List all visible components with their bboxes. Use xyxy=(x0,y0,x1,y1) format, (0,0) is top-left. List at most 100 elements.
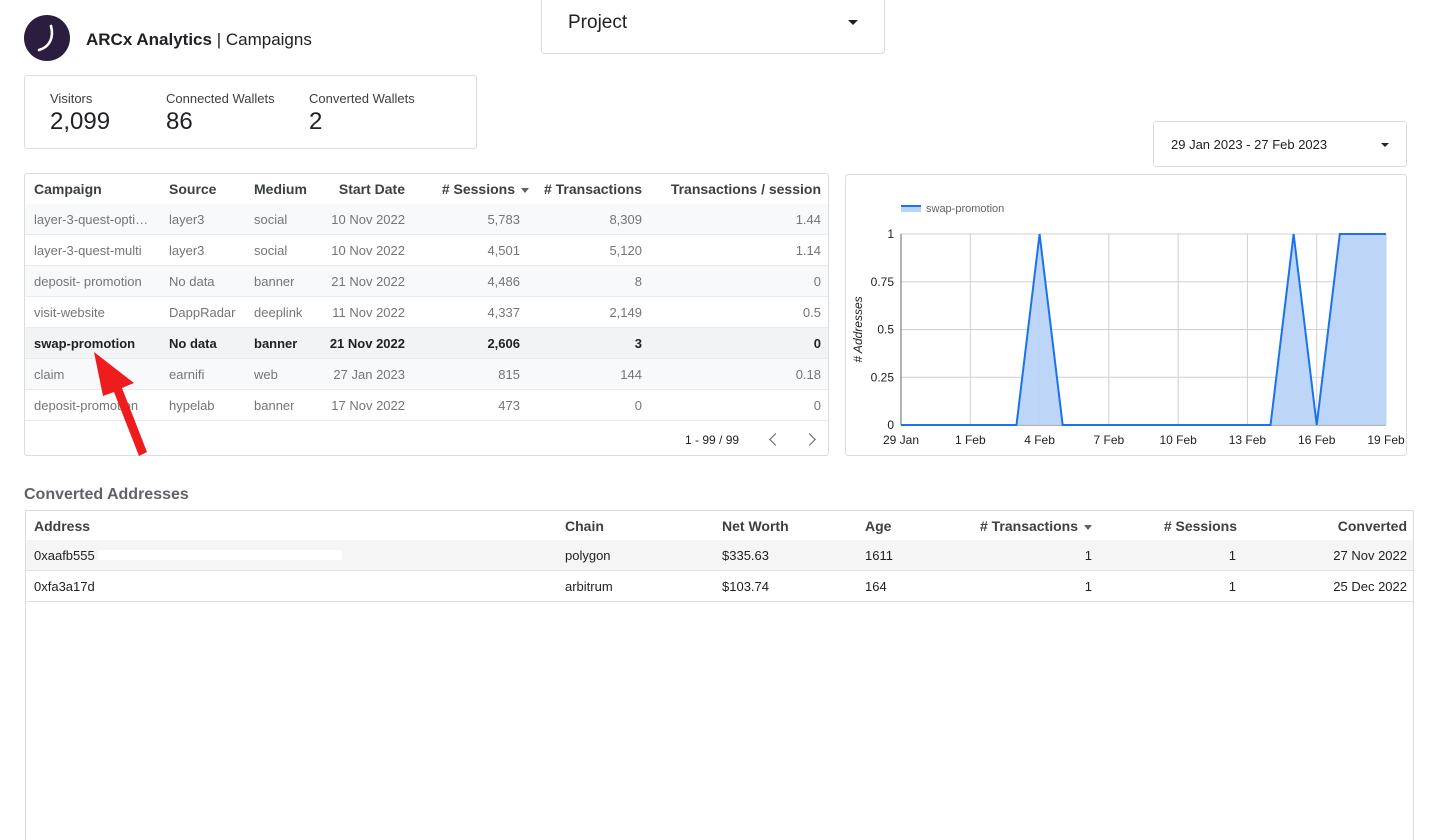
col-sessions[interactable]: # Sessions xyxy=(442,181,529,197)
y-tick-label: 0.25 xyxy=(871,370,895,384)
cell-age: 1611 xyxy=(865,548,893,563)
date-range-picker[interactable]: 29 Jan 2023 - 27 Feb 2023 xyxy=(1153,121,1407,167)
table-row[interactable]: layer-3-quest-multi layer3 social 10 Nov… xyxy=(25,235,828,266)
x-tick-label: 16 Feb xyxy=(1298,433,1336,447)
kpi-converted-wallets: Converted Wallets 2 xyxy=(309,91,415,136)
cell-transactions: 1 xyxy=(1084,579,1092,594)
cell-campaign: swap-promotion xyxy=(34,336,136,351)
kpi-value: 2 xyxy=(309,108,323,135)
cell-sessions: 2,606 xyxy=(487,336,520,351)
col-medium[interactable]: Medium xyxy=(254,181,307,197)
cell-start-date: 10 Nov 2022 xyxy=(331,243,405,258)
x-tick-label: 4 Feb xyxy=(1024,433,1055,447)
cell-transactions: 0 xyxy=(634,398,642,413)
date-range-label: 29 Jan 2023 - 27 Feb 2023 xyxy=(1171,137,1328,152)
chevron-down-icon xyxy=(1381,143,1389,147)
cell-campaign: claim xyxy=(34,367,65,382)
cell-transactions-per-session: 1.14 xyxy=(795,243,821,258)
chevron-left-icon[interactable] xyxy=(769,433,782,446)
legend-label: swap-promotion xyxy=(926,203,1004,215)
kpi-value: 2,099 xyxy=(50,108,111,135)
cell-medium: banner xyxy=(254,274,295,289)
logo-mark-icon xyxy=(37,24,54,52)
table-row[interactable]: 0xfa3a17d arbitrum $103.74 164 1 1 25 De… xyxy=(26,571,1413,602)
cell-sessions: 4,337 xyxy=(487,305,520,320)
cell-net-worth: $335.63 xyxy=(722,548,769,563)
cell-medium: web xyxy=(254,367,278,382)
cell-medium: banner xyxy=(254,336,298,351)
x-tick-label: 10 Feb xyxy=(1159,433,1197,447)
col-converted[interactable]: Converted xyxy=(1337,518,1407,534)
brand-name: ARCx Analytics xyxy=(86,30,212,49)
page-name: Campaigns xyxy=(225,30,312,49)
conversions-chart: 0 0.25 0.5 0.75 1 29 Jan 1 Feb 4 Feb 7 Feb 10 Feb… xyxy=(845,174,1407,456)
cell-chain: arbitrum xyxy=(565,579,613,594)
cell-source: earnifi xyxy=(169,367,205,382)
col-transactions[interactable]: # Transactions xyxy=(543,181,642,197)
kpi-scorecards: Visitors 2,099 Connected Wallets 86 Conv… xyxy=(24,75,477,149)
table-header: Address Chain Net Worth Age # Transactio… xyxy=(26,511,1413,541)
cell-transactions-per-session: 1.44 xyxy=(795,212,821,227)
cell-sessions: 815 xyxy=(498,367,520,382)
col-transactions-label: # Transactions xyxy=(979,518,1078,534)
converted-addresses-table: Address Chain Net Worth Age # Transactio… xyxy=(25,510,1414,840)
kpi-label: Converted Wallets xyxy=(309,91,415,106)
col-start-date[interactable]: Start Date xyxy=(338,181,405,197)
cell-transactions: 1 xyxy=(1084,548,1092,563)
x-tick-label: 19 Feb xyxy=(1367,433,1405,447)
cell-source: layer3 xyxy=(169,243,205,258)
col-transactions[interactable]: # Transactions xyxy=(980,518,1092,534)
cell-medium: banner xyxy=(254,398,295,413)
cell-start-date: 21 Nov 2022 xyxy=(329,336,405,351)
cell-campaign: layer-3-quest-opti… xyxy=(34,212,149,227)
col-sessions-label: # Sessions xyxy=(441,181,515,197)
cell-medium: social xyxy=(254,212,288,227)
kpi-label: Connected Wallets xyxy=(166,91,275,106)
table-row-selected[interactable]: swap-promotion No data banner 21 Nov 202… xyxy=(25,328,828,359)
col-transactions-per-session[interactable]: Transactions / session xyxy=(670,181,821,197)
cell-sessions: 473 xyxy=(498,398,520,413)
col-address[interactable]: Address xyxy=(34,518,91,534)
legend-swatch xyxy=(901,205,921,212)
cell-chain: polygon xyxy=(565,548,611,563)
col-source[interactable]: Source xyxy=(169,181,217,197)
cell-transactions: 2,149 xyxy=(609,305,642,320)
cell-campaign: deposit-promotion xyxy=(34,398,139,413)
table-row[interactable]: deposit- promotion No data banner 21 Nov… xyxy=(25,266,828,297)
table-row[interactable]: claim earnifi web 27 Jan 2023 815 144 0.… xyxy=(25,359,828,390)
cell-transactions-per-session: 0.5 xyxy=(802,305,821,320)
table-row[interactable]: 0xaafb555 polygon $335.63 1611 1 1 27 No… xyxy=(26,540,1413,571)
cell-transactions-per-session: 0.18 xyxy=(795,367,821,382)
y-tick-label: 0.5 xyxy=(877,323,894,337)
x-tick-label: 13 Feb xyxy=(1229,433,1267,447)
col-net-worth[interactable]: Net Worth xyxy=(722,518,789,534)
col-age[interactable]: Age xyxy=(865,518,892,534)
col-chain[interactable]: Chain xyxy=(565,518,604,534)
table-row[interactable]: layer-3-quest-opti… layer3 social 10 Nov… xyxy=(25,204,828,235)
x-tick-label: 7 Feb xyxy=(1094,433,1125,447)
cell-source: No data xyxy=(169,336,217,351)
sort-desc-icon xyxy=(521,187,529,193)
app-title: ARCx Analytics | Campaigns xyxy=(86,30,312,49)
col-campaign[interactable]: Campaign xyxy=(34,181,102,197)
cell-transactions-per-session: 0 xyxy=(813,274,821,289)
cell-address: 0xfa3a17d xyxy=(34,579,95,594)
cell-start-date: 27 Jan 2023 xyxy=(333,367,405,382)
cell-transactions-per-session: 0 xyxy=(813,398,821,413)
project-dropdown[interactable]: Project xyxy=(541,0,885,54)
table-row[interactable]: visit-website DappRadar deeplink 11 Nov … xyxy=(25,297,828,328)
col-sessions[interactable]: # Sessions xyxy=(1163,518,1237,534)
cell-address: 0xaafb555 xyxy=(34,548,95,563)
cell-converted: 27 Nov 2022 xyxy=(1333,548,1407,563)
pagination-label: 1 - 99 / 99 xyxy=(685,433,740,447)
cell-source: DappRadar xyxy=(169,305,236,320)
cell-sessions: 1 xyxy=(1228,548,1236,563)
table-row[interactable]: deposit-promotion hypelab banner 17 Nov … xyxy=(25,390,828,421)
cell-transactions: 144 xyxy=(620,367,642,382)
cell-medium: social xyxy=(254,243,288,258)
cell-start-date: 11 Nov 2022 xyxy=(332,305,405,320)
cell-transactions: 8,309 xyxy=(609,212,642,227)
project-dropdown-label: Project xyxy=(568,12,628,33)
cell-sessions: 1 xyxy=(1228,579,1236,594)
chevron-right-icon[interactable] xyxy=(803,433,816,446)
